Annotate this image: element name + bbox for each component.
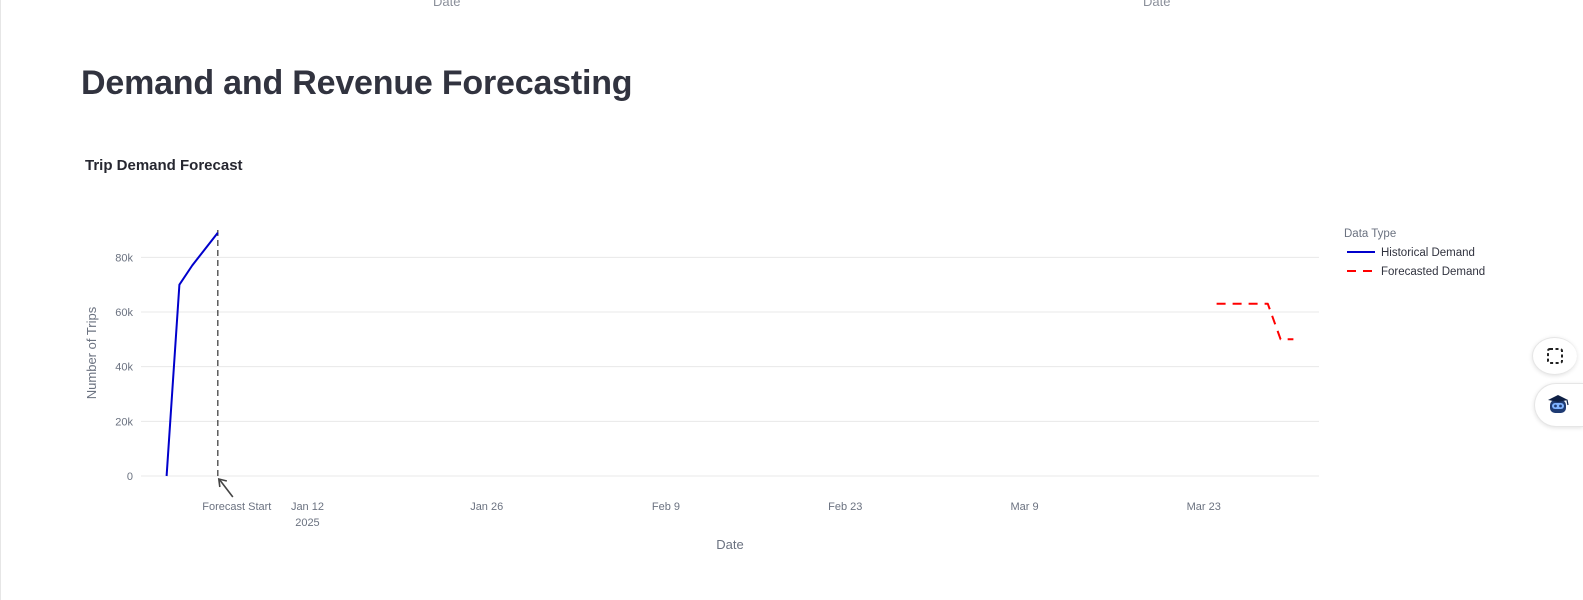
x-tick-label: Feb 23	[828, 501, 862, 513]
x-tick-label: Mar 23	[1187, 501, 1221, 513]
y-tick-label: 80k	[115, 252, 133, 264]
forecast-start-label: Forecast Start	[202, 501, 271, 513]
page-title: Demand and Revenue Forecasting	[81, 64, 633, 102]
y-axis-title: Number of Trips	[84, 306, 99, 399]
y-tick-label: 40k	[115, 362, 133, 374]
y-tick-label: 20k	[115, 416, 133, 428]
previous-chart-x-axis-title: Date	[433, 0, 461, 9]
series-line-forecasted-demand[interactable]	[1216, 302, 1294, 341]
previous-chart-x-axis-title-2: Date	[1143, 0, 1171, 9]
legend-item-label: Historical Demand	[1381, 247, 1475, 259]
annotation-arrow-shaft	[219, 479, 234, 498]
annotation-arrow-head	[217, 477, 228, 488]
y-tick-label: 60k	[115, 307, 133, 319]
x-tick-label: Jan 26	[470, 501, 503, 513]
legend-item-label: Forecasted Demand	[1381, 266, 1485, 278]
x-tick-label: Jan 12	[291, 501, 324, 513]
y-tick-label: 0	[127, 471, 133, 483]
chart-title: Trip Demand Forecast	[85, 157, 243, 174]
assistant-bot-button[interactable]	[1534, 383, 1583, 427]
legend-title: Data Type	[1344, 228, 1396, 240]
screenshot-select-button[interactable]	[1532, 337, 1577, 375]
x-tick-label: Mar 9	[1010, 501, 1038, 513]
x-tick-label: Feb 9	[652, 501, 680, 513]
series-line-historical-demand[interactable]	[165, 232, 219, 477]
x-tick-year-label: 2025	[295, 517, 319, 529]
screenshot-select-icon	[1547, 348, 1563, 364]
x-axis-title: Date	[716, 537, 743, 552]
assistant-bot-icon	[1548, 395, 1569, 413]
